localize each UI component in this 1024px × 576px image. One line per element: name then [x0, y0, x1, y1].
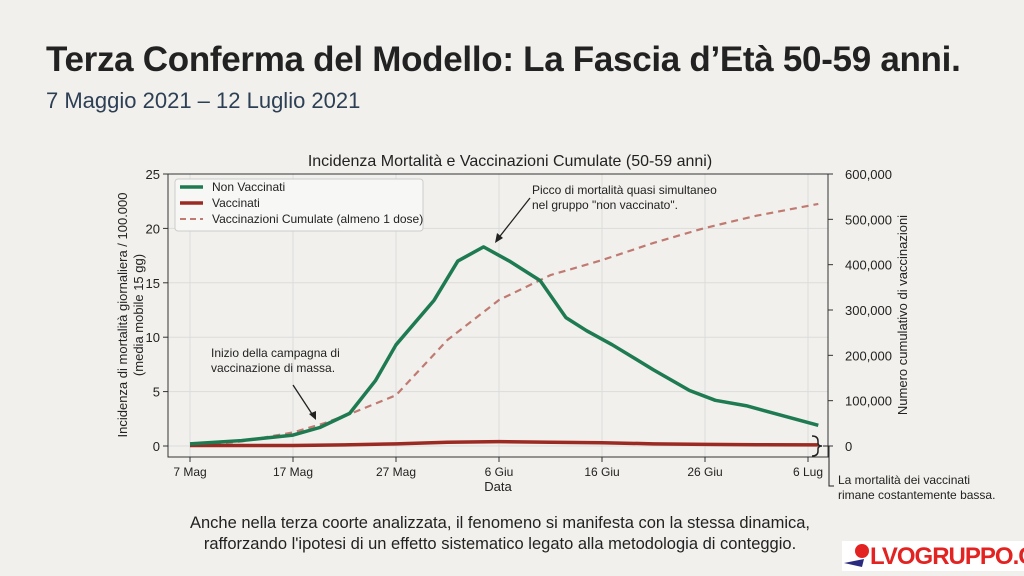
caption-line-2: rafforzando l'ipotesi di un effetto sist…	[203, 535, 797, 553]
y2-tick-label: 300,000	[845, 303, 892, 318]
annotation-arrow	[292, 384, 315, 418]
annotation-leader	[823, 445, 834, 487]
arrowhead-icon	[309, 411, 316, 420]
caption-line-1: Anche nella terza coorte analizzata, il …	[190, 514, 810, 532]
annotation-vaccinated: rimane costantemente bassa.	[838, 488, 995, 502]
y2-tick-label: 100,000	[845, 394, 892, 409]
arrowhead-icon	[495, 233, 503, 243]
legend-label: Vaccinazioni Cumulate (almeno 1 dose)	[212, 212, 423, 226]
legend-label: Vaccinati	[212, 196, 260, 210]
x-tick-label: 16 Giu	[584, 465, 619, 479]
y2-tick-label: 0	[845, 439, 852, 454]
y2-tick-label: 400,000	[845, 258, 892, 273]
logo-icon	[844, 544, 869, 567]
annotation-start: Inizio della campagna di	[211, 346, 340, 360]
series-line-non-vaccinati	[189, 245, 819, 446]
series-line-vaccinati	[190, 439, 819, 448]
y-axis-label-2: (media mobile 15 gg)	[131, 254, 146, 376]
y-axis-label-1: Incidenza di mortalità giornaliera / 100…	[115, 193, 130, 438]
chart-title: Incidenza Mortalità e Vaccinazioni Cumul…	[308, 153, 712, 170]
caption: Anche nella terza coorte analizzata, il …	[0, 513, 1000, 555]
y2-tick-label: 200,000	[845, 348, 892, 363]
y-tick-label: 20	[146, 221, 160, 236]
series-line-vaccinazioni-cumulate-almeno-1-dose-	[189, 202, 819, 448]
y-tick-label: 15	[146, 276, 160, 291]
annotation-peak: nel gruppo "non vaccinato".	[532, 198, 678, 212]
logo: LVOGRUPPO.COM	[842, 541, 1024, 571]
annotation-arrow	[496, 197, 531, 241]
x-tick-label: 7 Mag	[173, 465, 206, 479]
logo-text: LVOGRUPPO.COM	[870, 543, 1024, 570]
y-tick-label: 10	[146, 330, 160, 345]
y2-tick-label: 600,000	[845, 167, 892, 182]
annotation-vaccinated: La mortalità dei vaccinati	[838, 473, 970, 487]
x-tick-label: 17 Mag	[273, 465, 313, 479]
y-tick-label: 5	[153, 385, 160, 400]
plot-frame	[167, 173, 829, 458]
x-tick-label: 26 Giu	[687, 465, 722, 479]
legend-label: Non Vaccinati	[212, 180, 285, 194]
y2-tick-label: 500,000	[845, 212, 892, 227]
y-tick-label: 25	[146, 167, 160, 182]
y2-axis-label: Numero cumulativo di vaccinazioni	[895, 215, 910, 415]
x-tick-label: 6 Lug	[793, 465, 823, 479]
x-tick-label: 27 Mag	[376, 465, 416, 479]
legend-box	[174, 178, 424, 232]
brace-icon	[811, 435, 823, 457]
x-tick-label: 6 Giu	[485, 465, 514, 479]
annotation-peak: Picco di mortalità quasi simultaneo	[532, 183, 717, 197]
slide-subtitle: 7 Maggio 2021 – 12 Luglio 2021	[46, 88, 361, 113]
annotation-start: vaccinazione di massa.	[211, 361, 335, 375]
x-axis-label: Data	[484, 479, 512, 494]
y-tick-label: 0	[153, 439, 160, 454]
slide-title: Terza Conferma del Modello: La Fascia d’…	[46, 40, 961, 79]
